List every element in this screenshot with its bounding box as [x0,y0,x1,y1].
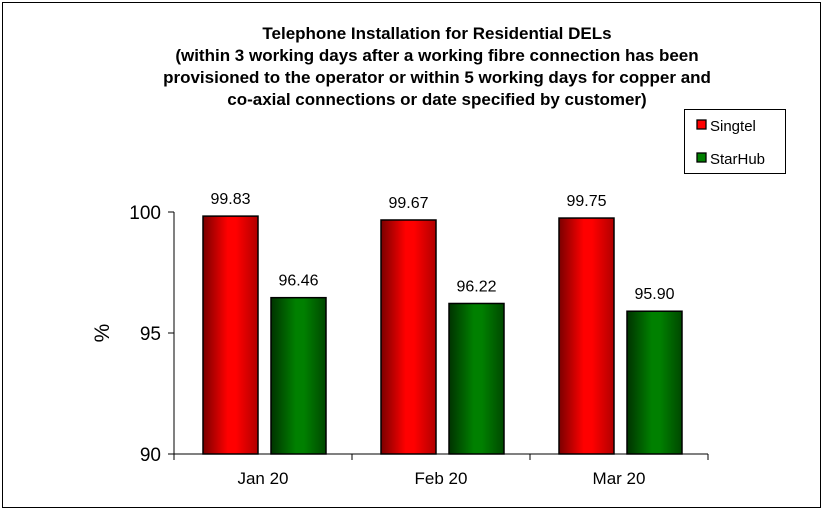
title-line: provisioned to the operator or within 5 … [163,68,711,87]
title-line: co-axial connections or date specified b… [227,90,646,109]
x-tick-label: Mar 20 [593,469,646,488]
data-label: 99.83 [210,191,250,208]
x-tick-label: Jan 20 [237,469,288,488]
bar-singtel [202,215,259,455]
bar-starhub [626,310,683,455]
title-line: Telephone Installation for Residential D… [262,24,611,43]
y-tick-label: 90 [140,445,161,466]
legend-label: StarHub [710,151,765,168]
y-axis-label: % [91,324,114,343]
x-tick-label: Feb 20 [415,469,468,488]
data-label: 99.67 [388,195,428,212]
chart-title: Telephone Installation for Residential D… [163,24,711,109]
bar-starhub [448,302,505,455]
y-tick-label: 100 [129,203,161,224]
data-label: 99.75 [566,193,606,210]
legend-label: Singtel [710,118,756,135]
legend: Singtel StarHub [684,109,786,174]
legend-swatch-singtel [696,119,707,130]
bar-singtel [558,217,615,455]
data-label: 95.90 [634,286,674,303]
title-line: (within 3 working days after a working f… [175,46,698,65]
bar-singtel [380,219,437,455]
data-label: 96.22 [456,278,496,295]
data-label: 96.46 [278,273,318,290]
legend-swatch-starhub [696,152,707,163]
bar-starhub [270,296,327,455]
y-tick-label: 95 [140,324,161,345]
